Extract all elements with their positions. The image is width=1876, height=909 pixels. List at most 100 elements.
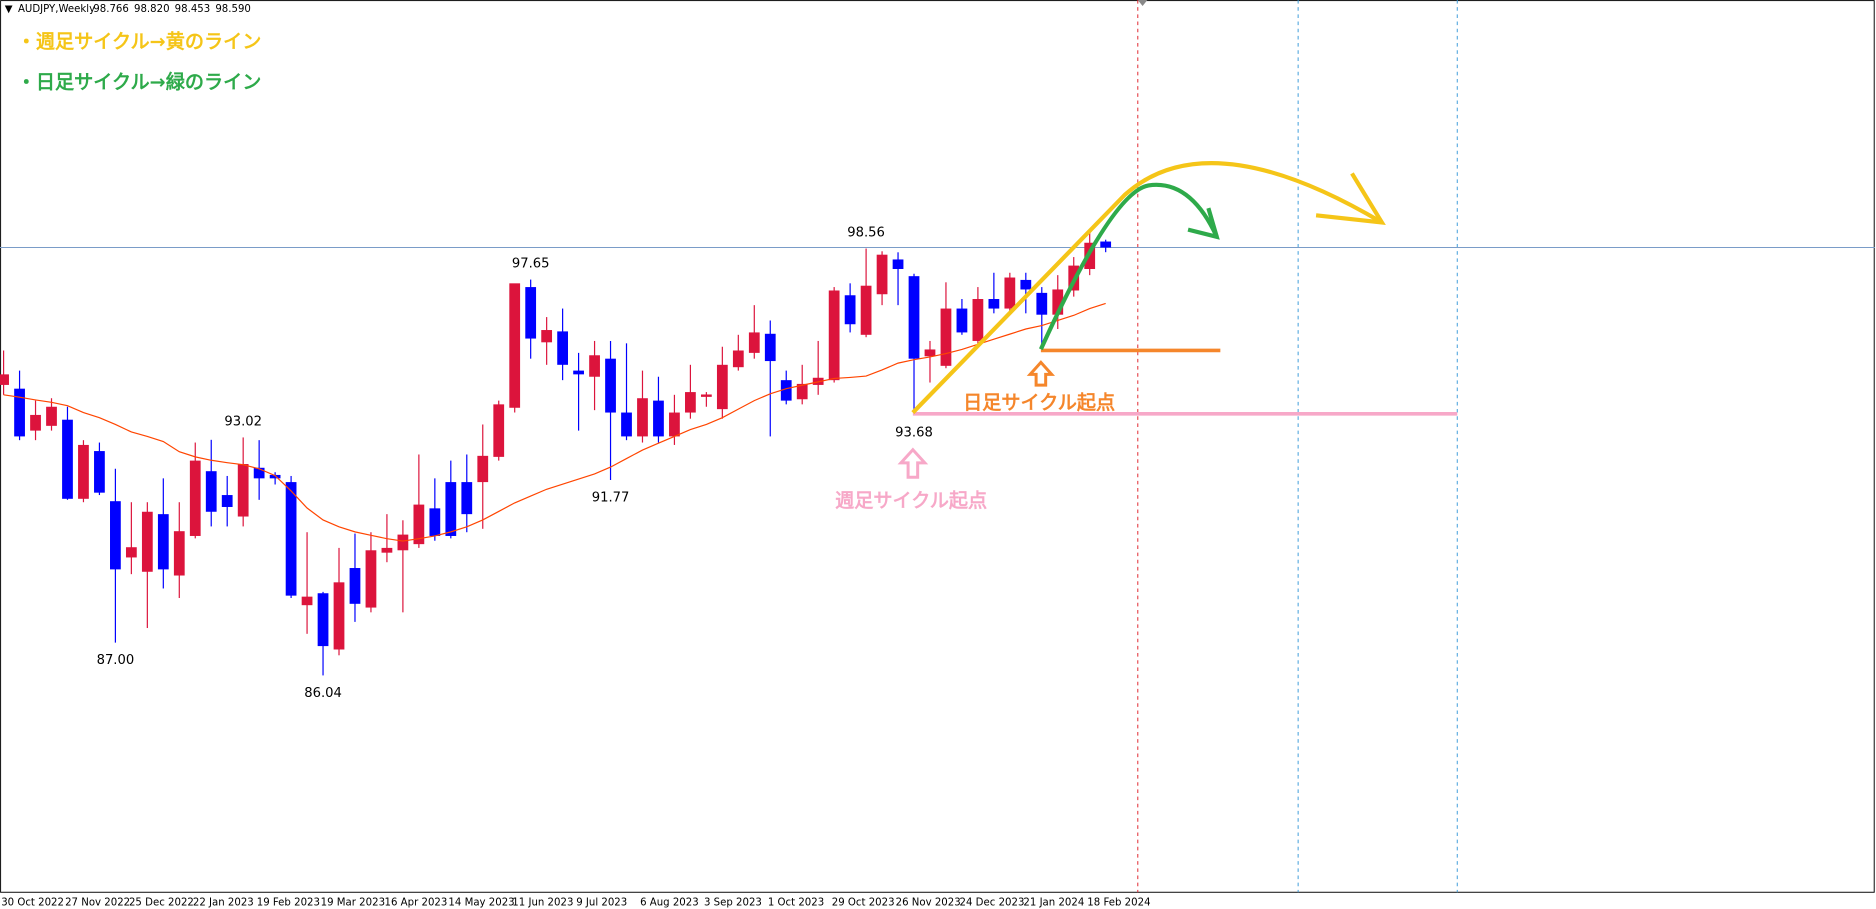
candle-body: [429, 508, 441, 536]
weekly-start-arrow: [897, 447, 929, 479]
candle-body: [253, 467, 265, 479]
candle-body: [860, 285, 872, 335]
price-annotation: 91.77: [592, 491, 630, 506]
x-tick-label: 14 May 2023: [448, 897, 514, 908]
weekly-cycle-arrowhead: [1315, 172, 1386, 226]
x-tick-label: 1 Oct 2023: [768, 897, 824, 908]
marker-label: 週足サイクル起点: [835, 489, 987, 512]
price-annotation: 98.56: [847, 226, 885, 241]
x-tick-label: 29 Oct 2023: [832, 897, 895, 908]
candle-body: [173, 531, 185, 576]
candle-body: [732, 350, 744, 368]
candle-body: [445, 482, 457, 536]
x-tick-label: 19 Feb 2023: [257, 897, 320, 908]
candle-body: [605, 358, 616, 413]
price-annotation: 93.02: [224, 414, 262, 429]
price-annotation: 86.04: [304, 686, 342, 701]
moving-average: [3, 302, 1106, 542]
x-tick-label: 9 Jul 2023: [576, 897, 627, 908]
candle-body: [189, 460, 201, 536]
candle-body: [621, 412, 632, 437]
candle-body: [46, 406, 57, 426]
candle-body: [349, 568, 361, 604]
daily-cycle-curve: [1038, 182, 1219, 351]
daily-cycle-arrowhead: [1187, 207, 1220, 240]
candle-body: [653, 400, 664, 437]
candle-body: [509, 283, 521, 408]
candle-body: [413, 504, 425, 545]
price-annotation: 93.68: [895, 425, 933, 440]
candle-body: [110, 501, 121, 570]
candle-body: [62, 419, 73, 499]
candle-body: [141, 511, 153, 572]
candle-body: [844, 295, 856, 325]
candle-body: [972, 299, 984, 341]
candle-body: [908, 276, 920, 359]
candle-body: [700, 394, 712, 397]
x-tick-label: 25 Dec 2022: [129, 897, 194, 908]
candle-body: [1052, 289, 1064, 315]
candle-body: [397, 534, 409, 551]
candle-body: [956, 308, 968, 333]
candle-body: [125, 547, 137, 558]
candle-body: [924, 349, 936, 357]
candle-body: [205, 471, 217, 512]
quote-value: 98.590: [215, 4, 251, 15]
candle-body: [764, 333, 776, 362]
x-tick-label: 24 Dec 2023: [960, 897, 1025, 908]
candle-body: [1004, 277, 1016, 309]
candle-body: [285, 482, 297, 596]
candle-body: [0, 374, 9, 385]
price-annotation: 97.65: [512, 257, 550, 272]
candle-body: [30, 414, 41, 431]
candle-body: [157, 514, 169, 570]
x-tick-label: 19 Mar 2023: [321, 897, 385, 908]
x-tick-label: 22 Jan 2023: [193, 897, 254, 908]
candle-body: [477, 455, 489, 483]
quote: 98.766 98.820 98.453 98.590: [93, 4, 251, 15]
candle-body: [685, 392, 696, 413]
candle-body: [333, 582, 345, 650]
candle-body: [876, 254, 888, 295]
candle-body: [237, 464, 249, 517]
marker-label: 日足サイクル起点: [963, 391, 1115, 414]
candle-body: [589, 355, 600, 377]
candle-body: [317, 593, 329, 647]
weekly-cycle-curve: [911, 161, 1383, 415]
candle-body: [716, 364, 728, 410]
candle-body: [221, 495, 233, 507]
candle-body: [493, 404, 505, 457]
quote-value: 98.453: [175, 4, 211, 15]
x-tick-label: 27 Nov 2022: [65, 897, 130, 908]
candle-body: [94, 451, 105, 493]
note: ・日足サイクル→緑のライン: [17, 71, 262, 94]
x-tick-label: 30 Oct 2022: [1, 897, 64, 908]
candle-body: [14, 388, 25, 437]
candle-body: [748, 332, 760, 353]
candle-body: [780, 380, 792, 401]
x-tick-label: 11 Jun 2023: [512, 897, 573, 908]
candle-body: [381, 547, 393, 553]
candle-body: [541, 330, 553, 343]
candle-body: [1036, 292, 1048, 315]
x-tick-label: 6 Aug 2023: [640, 897, 699, 908]
candle-body: [1100, 241, 1112, 248]
x-tick-label: 3 Sep 2023: [704, 897, 762, 908]
candle-body: [637, 398, 648, 437]
candle-body: [365, 550, 377, 608]
candle-body: [461, 482, 473, 515]
quote-value: 98.766: [93, 4, 129, 15]
candle-body: [1020, 279, 1032, 290]
quote-value: 98.820: [134, 4, 170, 15]
candle-body: [940, 308, 952, 366]
candle-body: [269, 474, 281, 479]
candle-body: [525, 287, 537, 339]
candle-body: [301, 596, 313, 606]
candle-body: [669, 412, 680, 437]
x-tick-label: 16 Apr 2023: [385, 897, 448, 908]
menu-arrow[interactable]: ▼: [5, 4, 13, 15]
daily-start-arrow: [1026, 360, 1056, 387]
